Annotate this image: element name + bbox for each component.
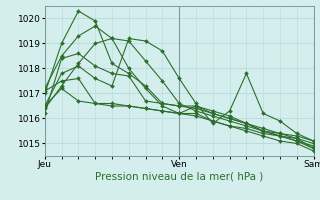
X-axis label: Pression niveau de la mer( hPa ): Pression niveau de la mer( hPa ): [95, 172, 263, 182]
